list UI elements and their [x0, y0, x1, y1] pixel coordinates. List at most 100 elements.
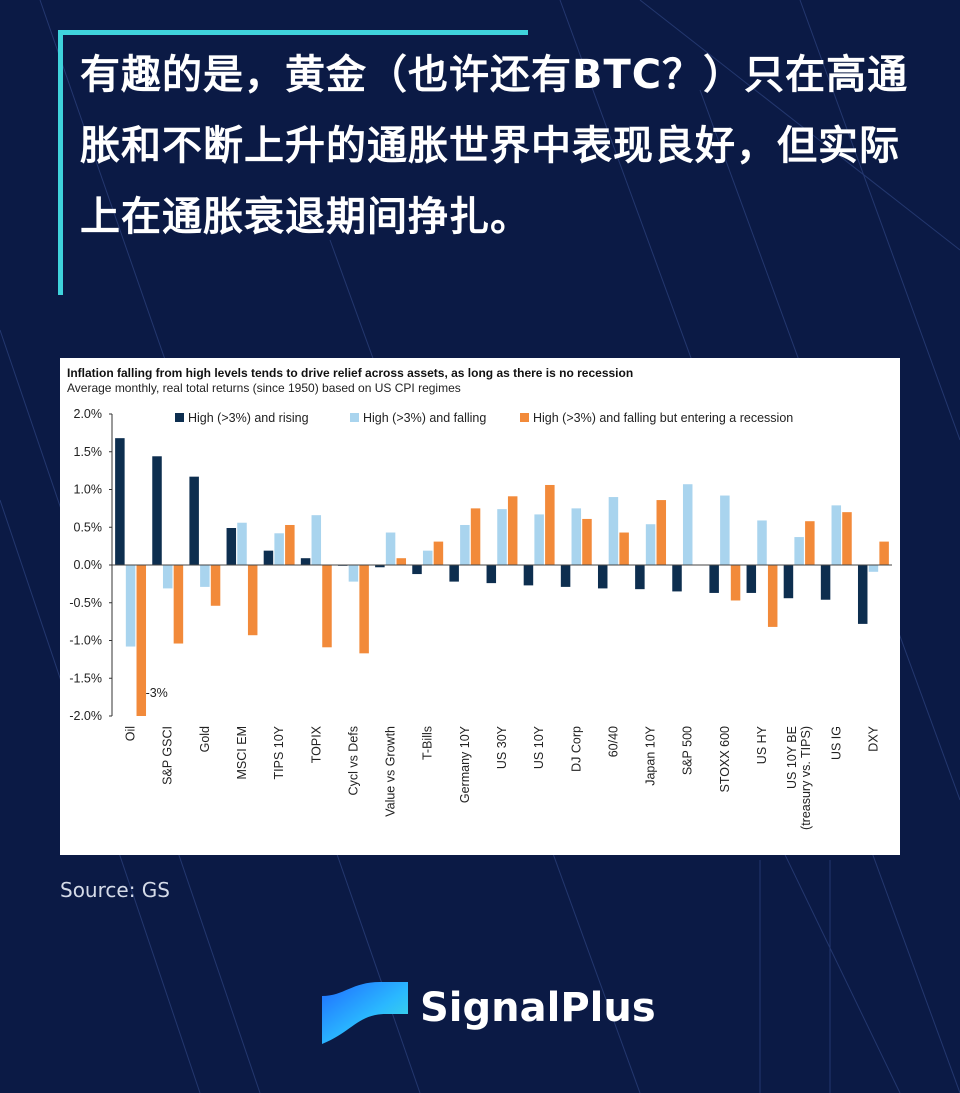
bar	[857, 565, 868, 624]
source-note: Source: GS	[60, 878, 170, 902]
bar	[757, 520, 767, 565]
bar	[210, 565, 221, 606]
bar	[682, 484, 693, 565]
x-tick-label: Cycl vs Defs	[346, 726, 360, 795]
bar	[396, 558, 407, 565]
bar	[805, 521, 815, 565]
bar	[534, 514, 544, 565]
svg-text:US 10Y BE: US 10Y BE	[785, 726, 799, 789]
chart-title: Inflation falling from high levels tends…	[67, 366, 634, 380]
headline-bracket-left	[58, 30, 63, 295]
svg-text:Cycl vs Defs: Cycl vs Defs	[346, 726, 360, 795]
bar	[794, 537, 804, 565]
svg-text:TOPIX: TOPIX	[309, 725, 323, 763]
svg-text:S&P GSCI: S&P GSCI	[161, 726, 175, 785]
svg-text:Oil: Oil	[124, 726, 138, 741]
y-tick-label: 0.5%	[74, 520, 103, 534]
bar	[274, 533, 284, 565]
legend-label: High (>3%) and falling but entering a re…	[533, 411, 793, 425]
bar	[285, 524, 295, 565]
svg-text:DJ Corp: DJ Corp	[569, 726, 583, 772]
bar	[656, 500, 667, 565]
svg-text:MSCI EM: MSCI EM	[235, 726, 249, 779]
bar	[173, 565, 184, 644]
headline: 有趣的是，黄金（也许还有BTC？）只在高通胀和不断上升的通胀世界中表现良好，但实…	[80, 52, 909, 240]
y-tick-label: 1.5%	[74, 445, 103, 459]
chart-panel: 2.0% 1.5% 1.0% 0.5% 0.0% -0.5% -1.0% -1.5% -2.0%…	[60, 358, 900, 855]
bar	[730, 565, 741, 601]
svg-text:TIPS 10Y: TIPS 10Y	[272, 725, 286, 779]
x-tick-label: US 10Y BE (treasury vs. TIPS)	[785, 726, 813, 830]
x-tick-label: Value vs Growth	[384, 726, 398, 817]
svg-text:Japan 10Y: Japan 10Y	[644, 725, 658, 785]
bar	[783, 565, 794, 599]
bar	[608, 497, 619, 565]
x-tick-label: 60/40	[606, 726, 620, 757]
brand-name: SignalPlus	[420, 985, 656, 1031]
x-tick-label: Japan 10Y	[644, 725, 658, 785]
bar	[720, 495, 730, 565]
bar	[162, 565, 173, 589]
bar	[635, 565, 645, 590]
annotation-label: -3%	[146, 686, 168, 700]
svg-text:US IG: US IG	[829, 726, 843, 760]
bar	[412, 565, 422, 575]
bar	[263, 550, 274, 565]
x-tick-label: US IG	[829, 726, 843, 760]
bar	[136, 565, 147, 716]
legend-label: High (>3%) and falling	[363, 411, 486, 425]
bar	[247, 565, 258, 636]
bar	[449, 565, 459, 582]
bar	[422, 550, 433, 565]
y-tick-label: 1.0%	[74, 483, 103, 497]
svg-text:Value vs Growth: Value vs Growth	[384, 726, 398, 817]
bar	[831, 505, 842, 565]
bar	[571, 508, 582, 565]
bar	[582, 518, 592, 565]
y-tick-label: -1.0%	[69, 634, 102, 648]
x-tick-label: US HY	[755, 725, 769, 764]
x-tick-label: STOXX 600	[718, 726, 732, 793]
x-tick-label: Gold	[198, 726, 212, 752]
x-tick-label: TIPS 10Y	[272, 725, 286, 779]
legend-swatch	[350, 413, 359, 422]
svg-text:DXY: DXY	[866, 725, 880, 751]
legend-label: High (>3%) and rising	[188, 411, 309, 425]
headline-bracket-top	[58, 30, 528, 35]
x-tick-label: Germany 10Y	[458, 725, 472, 803]
bar	[470, 508, 481, 565]
bar	[746, 565, 757, 593]
x-tick-label: US 30Y	[495, 725, 509, 769]
bar	[226, 528, 237, 565]
svg-text:Gold: Gold	[198, 726, 212, 752]
x-tick-label: US 10Y	[532, 725, 546, 769]
bar	[709, 565, 719, 593]
bar	[152, 456, 162, 565]
legend-swatch	[175, 413, 184, 422]
svg-text:(treasury vs. TIPS): (treasury vs. TIPS)	[799, 726, 813, 830]
bar	[868, 565, 879, 572]
y-tick-label: 0.0%	[74, 558, 103, 572]
bar	[359, 565, 369, 654]
bar	[322, 565, 332, 648]
x-tick-label: S&P GSCI	[161, 726, 175, 785]
bar	[507, 496, 518, 565]
x-tick-label: S&P 500	[681, 726, 695, 775]
bar	[375, 565, 385, 568]
svg-text:STOXX 600: STOXX 600	[718, 726, 732, 793]
bar	[619, 532, 629, 565]
svg-text:US 30Y: US 30Y	[495, 725, 509, 769]
x-tick-label: MSCI EM	[235, 726, 249, 779]
bar	[597, 565, 608, 589]
svg-text:S&P 500: S&P 500	[681, 726, 695, 775]
y-tick-label: -2.0%	[69, 709, 102, 723]
chart-subtitle: Average monthly, real total returns (sin…	[67, 381, 461, 395]
bar	[486, 565, 497, 584]
legend-swatch	[520, 413, 529, 422]
bar	[560, 565, 571, 587]
bar	[820, 565, 831, 600]
svg-text:Germany 10Y: Germany 10Y	[458, 725, 472, 803]
bar	[115, 438, 125, 565]
bar	[645, 524, 656, 565]
svg-text:US 10Y: US 10Y	[532, 725, 546, 769]
